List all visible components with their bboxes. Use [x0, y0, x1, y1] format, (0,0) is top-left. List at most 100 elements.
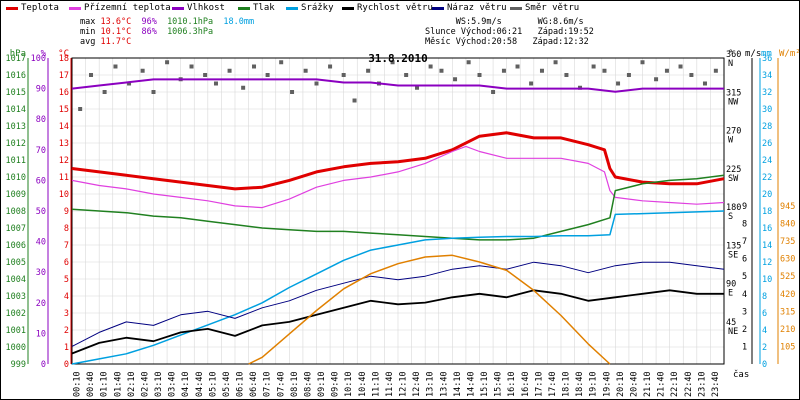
x-tick-label: 21:40 [657, 371, 667, 397]
x-tick-label: 11:10 [371, 371, 381, 397]
tick-label-dir: 225 [726, 165, 741, 175]
astro-moon-set: Západ:12:32 [532, 37, 589, 47]
x-tick-label: 17:40 [548, 371, 558, 397]
tick-label-mm: 10 [762, 275, 772, 285]
legend-item-vlhkost: Vlhkost [172, 3, 225, 13]
stats-min-row: min 10.1°C 86% 1006.3hPa [80, 27, 254, 37]
stats-min-temp: 10.1°C [100, 27, 132, 37]
tick-label-hpa: 1014 [6, 105, 26, 115]
x-tick-label: 03:10 [154, 371, 164, 397]
wind-dir-point [404, 73, 409, 77]
x-tick-label: 06:10 [236, 371, 246, 397]
x-tick-label: 22:40 [684, 371, 694, 397]
x-axis-label: čas [733, 369, 749, 380]
x-tick-label: 00:40 [86, 371, 96, 397]
x-tick-label: 12:40 [412, 371, 422, 397]
tick-label-dir-compass: NW [728, 97, 739, 107]
wind-dir-point [678, 64, 683, 69]
tick-label-ms: 1 [742, 342, 747, 352]
x-tick-label: 16:40 [521, 371, 531, 397]
tick-label-hpa: 1010 [6, 173, 26, 183]
legend-label: Směr větru [525, 3, 580, 13]
x-tick-label: 03:40 [168, 371, 178, 397]
tick-label-dir: 135 [726, 241, 741, 251]
series-line [71, 145, 725, 209]
wind-dir-point [439, 68, 444, 73]
tick-label-mm: 26 [762, 139, 772, 149]
wind-dir-point [501, 68, 506, 73]
astro-moon-rise: Měsíc Východ:20:58 [425, 37, 518, 47]
wind-dir-point [265, 73, 270, 77]
x-tick-label: 13:40 [439, 371, 449, 397]
stats-avg-temp: 11.7°C [100, 37, 132, 47]
axis-label-ms: m/s [745, 49, 761, 59]
wind-dir-point [352, 98, 357, 103]
tick-label-pct: 50 [36, 207, 46, 217]
x-tick-label: 07:40 [276, 371, 286, 397]
tick-label-hpa: 1002 [6, 309, 26, 319]
wind-dir-point [616, 81, 621, 86]
wind-dir-point [591, 64, 596, 69]
wind-dir-point [227, 68, 232, 73]
wind-dir-point [241, 85, 246, 90]
tick-label-degc: 0 [64, 360, 69, 370]
legend-swatch [172, 6, 184, 10]
x-tick-label: 06:40 [249, 371, 259, 397]
tick-label-degc: 16 [59, 88, 69, 98]
tick-label-ms: 4 [742, 290, 747, 300]
plot-area [71, 60, 725, 365]
x-tick-label: 08:10 [290, 371, 300, 397]
wind-dir-point [252, 64, 257, 69]
x-tick-label: 07:10 [263, 371, 273, 397]
legend-item-srazky: Srážky [286, 3, 334, 13]
wind-dir-point [203, 73, 208, 77]
tick-label-degc: 7 [64, 241, 69, 251]
x-tick-label: 20:10 [616, 371, 626, 397]
x-tick-label: 14:10 [453, 371, 463, 397]
stats-max-temp: 13.6°C [100, 17, 132, 27]
tick-label-hpa: 1006 [6, 241, 26, 251]
wind-dir-point [314, 81, 319, 86]
tick-label-hpa: 1003 [6, 292, 26, 302]
x-tick-label: 00:10 [73, 371, 83, 397]
wind-dir-point [328, 64, 333, 69]
wind-dir-point [341, 73, 346, 77]
x-tick-label: 22:10 [670, 371, 680, 397]
x-tick-label: 10:40 [358, 371, 368, 397]
tick-label-wm2: 315 [780, 307, 795, 317]
x-tick-label: 09:40 [331, 371, 341, 397]
wind-dir-point [626, 73, 631, 77]
tick-label-mm: 18 [762, 207, 772, 217]
tick-label-mm: 24 [762, 156, 772, 166]
tick-label-mm: 8 [762, 292, 767, 302]
tick-label-hpa: 1012 [6, 139, 26, 149]
tick-label-wm2: 840 [780, 220, 795, 230]
x-tick-label: 21:10 [643, 371, 653, 397]
legend-item-tlak: Tlak [238, 3, 275, 13]
wind-dir-point [529, 81, 534, 86]
tick-label-pct: 100 [31, 54, 46, 64]
legend-label: Vlhkost [187, 3, 225, 13]
wind-dir-point [428, 64, 433, 69]
astro-ws: WS:5.9m/s [455, 17, 502, 27]
tick-label-pct: 0 [41, 360, 46, 370]
x-tick-label: 15:40 [494, 371, 504, 397]
stats-max-rain: 18.0mm [223, 17, 255, 27]
legend-item-naraz-vetru: Náraz větru [432, 3, 507, 13]
legend-item-teplota: Teplota [6, 3, 59, 13]
wind-dir-point [279, 60, 284, 65]
tick-label-pct: 70 [36, 146, 46, 156]
wind-dir-point [664, 68, 669, 73]
x-tick-label: 18:40 [575, 371, 585, 397]
tick-label-mm: 36 [762, 54, 772, 64]
legend-swatch [510, 6, 522, 10]
x-tick-label: 19:10 [589, 371, 599, 397]
tick-label-degc: 12 [59, 156, 69, 166]
wind-dir-point [713, 68, 718, 73]
tick-label-hpa: 1009 [6, 190, 26, 200]
tick-label-hpa: 1011 [6, 156, 26, 166]
tick-label-hpa: 1005 [6, 258, 26, 268]
x-tick-label: 01:10 [100, 371, 110, 397]
tick-label-hpa: 1015 [6, 88, 26, 98]
axis-label-mm: mm [761, 49, 772, 59]
